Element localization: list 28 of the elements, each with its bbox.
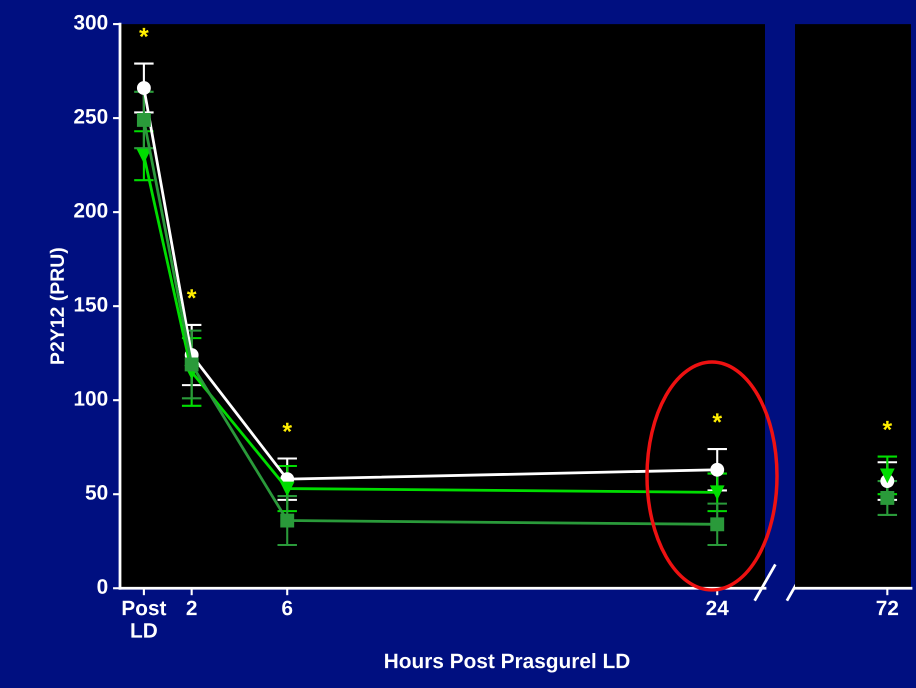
y-tick-label: 50: [86, 485, 108, 500]
x-axis-title: Hours Post Prasgurel LD: [385, 653, 630, 673]
annotation: *: [282, 422, 292, 432]
x-tick-label: 72: [876, 600, 898, 616]
point: [280, 482, 294, 496]
point: [184, 358, 199, 372]
point: [136, 148, 151, 163]
point: [280, 514, 294, 528]
x-tick-label: 24: [706, 600, 729, 616]
x-tick-label: 2: [186, 600, 197, 616]
point: [710, 485, 724, 500]
x-tick-label: Post LD: [122, 600, 166, 638]
annotation: *: [186, 289, 197, 299]
annotation: *: [139, 28, 149, 38]
point: [710, 517, 724, 532]
point: [136, 81, 151, 95]
y-tick-label: 250: [74, 108, 108, 124]
annotation: *: [712, 413, 722, 423]
y-tick-label: 200: [74, 202, 108, 218]
y-tick-label: 300: [74, 14, 108, 30]
y-tick-label: 0: [97, 579, 108, 594]
y-axis-title: P2Y12 (PRU): [50, 248, 68, 364]
y-tick-label: 100: [74, 391, 108, 406]
y-tick-label: 150: [74, 297, 108, 312]
annotation: *: [882, 420, 892, 430]
x-tick-label: 6: [282, 600, 292, 616]
point: [710, 462, 724, 477]
point: [136, 113, 151, 127]
